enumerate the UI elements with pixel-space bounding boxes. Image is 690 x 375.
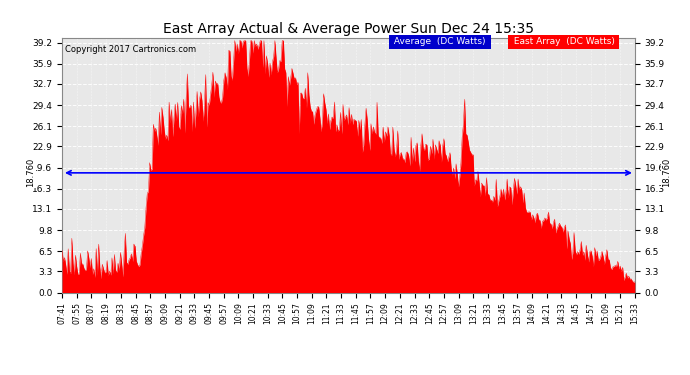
Text: 18.760: 18.760 — [662, 158, 671, 188]
Text: East Array  (DC Watts): East Array (DC Watts) — [511, 38, 618, 46]
Title: East Array Actual & Average Power Sun Dec 24 15:35: East Array Actual & Average Power Sun De… — [163, 22, 534, 36]
Text: Copyright 2017 Cartronics.com: Copyright 2017 Cartronics.com — [65, 45, 196, 54]
Text: Average  (DC Watts): Average (DC Watts) — [391, 38, 489, 46]
Text: 18.760: 18.760 — [26, 158, 35, 188]
